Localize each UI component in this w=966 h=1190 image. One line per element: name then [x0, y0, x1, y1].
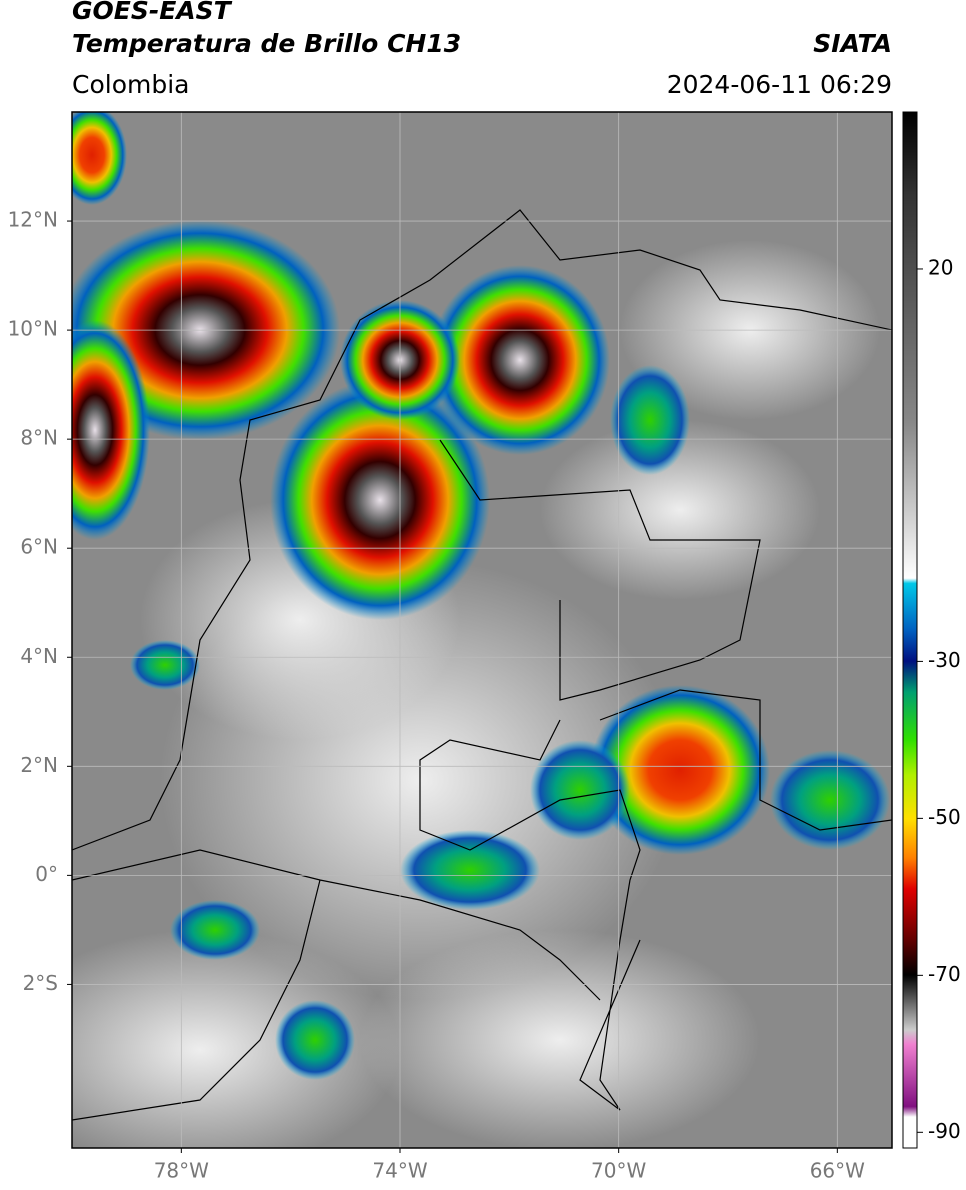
source: SIATA — [813, 29, 892, 58]
colorbar-tick-label: 20 — [928, 255, 953, 279]
satellite-title: GOES-EAST — [72, 0, 233, 25]
y-tick-label: 6°N — [20, 535, 58, 559]
colorbar-tick-label: -70 — [928, 962, 961, 986]
colorbar-tick-label: -90 — [928, 1119, 961, 1143]
y-tick-label: 2°S — [23, 971, 58, 995]
product-title: Temperatura de Brillo CH13 — [72, 29, 461, 58]
y-tick-label: 2°N — [20, 753, 58, 777]
y-tick-label: 0° — [35, 862, 58, 886]
x-tick-label: 70°W — [591, 1159, 646, 1183]
timestamp: 2024-06-11 06:29 — [667, 70, 892, 99]
x-tick-label: 66°W — [810, 1159, 865, 1183]
x-tick-label: 74°W — [372, 1159, 427, 1183]
region: Colombia — [72, 70, 189, 99]
colorbar — [902, 111, 918, 1149]
colorbar-tick-label: -30 — [928, 648, 961, 672]
y-tick-label: 8°N — [20, 426, 58, 450]
grid — [72, 112, 892, 1148]
colorbar-tick-label: -50 — [928, 805, 961, 829]
x-tick-label: 78°W — [154, 1159, 209, 1183]
map-frame — [71, 111, 893, 1149]
y-tick-label: 12°N — [8, 208, 58, 232]
y-tick-label: 10°N — [8, 317, 58, 341]
y-tick-label: 4°N — [20, 644, 58, 668]
satellite-image — [72, 112, 892, 1148]
